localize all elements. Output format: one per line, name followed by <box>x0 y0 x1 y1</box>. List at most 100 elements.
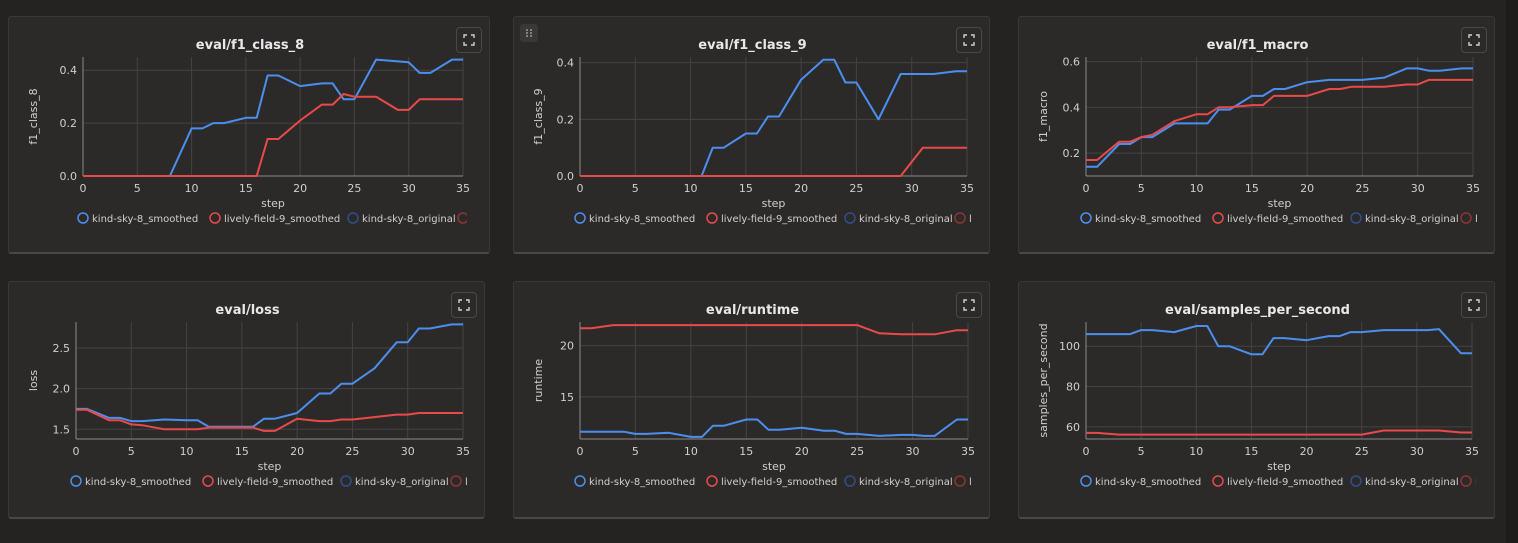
y-tick-label: 100 <box>1059 340 1080 353</box>
y-tick-label: 80 <box>1066 381 1080 394</box>
series-line-lively-field-9_smoothed[interactable] <box>1086 429 1472 436</box>
series-line-kind-sky-8_smoothed[interactable] <box>580 58 967 177</box>
legend-marker <box>1350 212 1362 224</box>
x-tick-label: 0 <box>577 182 584 195</box>
expand-icon[interactable] <box>451 292 477 318</box>
legend-item[interactable]: kind-sky-8_original <box>1350 212 1459 225</box>
x-tick-label: 15 <box>235 445 249 458</box>
x-tick-label: 30 <box>401 445 415 458</box>
x-tick-label: 20 <box>290 445 304 458</box>
legend-label: lively-field-9_original <box>969 214 989 225</box>
legend-label: kind-sky-8_original <box>859 477 953 488</box>
expand-icon[interactable] <box>1461 27 1487 53</box>
x-tick-label: 10 <box>180 445 194 458</box>
chart-title: eval/f1_class_9 <box>698 38 806 53</box>
y-tick-label: 0.4 <box>60 64 78 77</box>
series-original-line <box>83 58 463 177</box>
legend-item[interactable]: kind-sky-8_original <box>1350 475 1459 488</box>
x-tick-label: 25 <box>849 182 863 195</box>
legend-item[interactable]: kind-sky-8_original <box>844 475 953 488</box>
chart-panel-eval-f1-class-9: eval/f1_class_9 0 5 10 15 20 25 30 35 0.0 0.2 0.4 st… <box>513 16 990 254</box>
expand-icon[interactable] <box>456 27 482 53</box>
legend-marker <box>70 475 82 487</box>
legend-marker <box>1460 475 1472 487</box>
legend-marker <box>954 475 966 487</box>
series-line-kind-sky-8_smoothed[interactable] <box>580 418 968 438</box>
legend-marker <box>574 475 586 487</box>
legend-item[interactable]: lively-field-9_original <box>954 212 989 225</box>
series-line-lively-field-9_smoothed[interactable] <box>580 324 968 336</box>
legend-label: lively-field-9_smoothed <box>1227 214 1343 225</box>
chart-title: eval/loss <box>215 303 279 318</box>
legend-item[interactable]: lively-field-9_original <box>954 475 989 488</box>
x-axis-label: step <box>1268 197 1292 210</box>
series-line-lively-field-9_smoothed[interactable] <box>580 146 967 177</box>
y-tick-label: 2.5 <box>53 342 71 355</box>
expand-icon[interactable] <box>956 27 982 53</box>
y-tick-label: 60 <box>1066 421 1080 434</box>
legend: kind-sky-8_smoothed lively-field-9_smooth… <box>70 475 484 488</box>
legend-item[interactable]: lively-field-9_smoothed <box>706 475 837 488</box>
legend-item[interactable]: lively-field-9_smoothed <box>706 212 837 225</box>
legend-item[interactable]: kind-sky-8_original <box>347 212 456 225</box>
series-line-kind-sky-8_smoothed[interactable] <box>83 58 463 177</box>
legend-item[interactable]: lively-field-9_original <box>1460 212 1494 225</box>
x-tick-label: 10 <box>1190 182 1204 195</box>
page-scrollbar[interactable] <box>1506 0 1518 543</box>
legend-item[interactable]: lively-field-9_smoothed <box>209 212 340 225</box>
series-line-lively-field-9_smoothed[interactable] <box>76 408 463 432</box>
y-tick-label: 0.4 <box>1063 101 1081 114</box>
y-tick-label: 0.0 <box>557 170 575 183</box>
series-line-kind-sky-8_smoothed[interactable] <box>1086 325 1472 356</box>
legend-marker <box>1080 475 1092 487</box>
legend-marker <box>1350 475 1362 487</box>
legend-item[interactable]: kind-sky-8_smoothed <box>1080 475 1201 488</box>
chart-svg: eval/samples_per_second 0 5 10 15 20 25 30 35 60 8… <box>1037 303 1494 488</box>
legend-item[interactable]: kind-sky-8_smoothed <box>70 475 191 488</box>
x-tick-label: 25 <box>347 182 361 195</box>
x-tick-label: 20 <box>794 182 808 195</box>
legend-item[interactable]: lively-field-9_original <box>1460 475 1494 488</box>
x-tick-label: 15 <box>1244 445 1258 458</box>
y-tick-label: 0.6 <box>1063 56 1081 69</box>
y-tick-label: 0.0 <box>60 170 78 183</box>
x-tick-label: 30 <box>402 182 416 195</box>
legend-item[interactable]: lively-field-9_smoothed <box>1212 475 1343 488</box>
legend-item[interactable]: kind-sky-8_smoothed <box>77 212 198 225</box>
legend-marker <box>954 212 966 224</box>
legend-item[interactable]: kind-sky-8_original <box>340 475 449 488</box>
legend-label: lively-field-9_smoothed <box>224 214 340 225</box>
legend-item[interactable]: kind-sky-8_smoothed <box>1080 212 1201 225</box>
x-tick-label: 10 <box>1189 445 1203 458</box>
series-line-lively-field-9_smoothed[interactable] <box>1086 78 1473 161</box>
series-original-line <box>83 93 463 177</box>
legend-item[interactable]: kind-sky-8_smoothed <box>574 212 695 225</box>
x-axis-label: step <box>1267 460 1291 473</box>
expand-icon[interactable] <box>956 292 982 318</box>
legend-item[interactable]: lively-field-9_original <box>450 475 484 488</box>
y-axis-label: f1_class_9 <box>532 88 545 144</box>
series-line-kind-sky-8_smoothed[interactable] <box>76 323 463 428</box>
legend-item[interactable]: lively-field-9_smoothed <box>1212 212 1343 225</box>
chart-title: eval/runtime <box>706 303 799 318</box>
legend-label: kind-sky-8_smoothed <box>589 477 695 488</box>
chart-title: eval/f1_macro <box>1207 38 1309 53</box>
y-tick-label: 0.2 <box>60 117 78 130</box>
legend-label: lively-field-9_smoothed <box>1227 477 1343 488</box>
legend-item[interactable]: lively-field-9_smoothed <box>202 475 333 488</box>
expand-icon[interactable] <box>1461 292 1487 318</box>
x-tick-label: 5 <box>1138 445 1145 458</box>
legend-item[interactable]: lively-field-9_original <box>457 212 489 225</box>
series-line-kind-sky-8_smoothed[interactable] <box>1086 67 1473 168</box>
x-tick-label: 0 <box>1083 445 1090 458</box>
legend-label: kind-sky-8_smoothed <box>85 477 191 488</box>
x-tick-label: 35 <box>961 445 975 458</box>
legend-item[interactable]: kind-sky-8_smoothed <box>574 475 695 488</box>
legend-label: lively-field-9_smoothed <box>721 477 837 488</box>
drag-handle-icon[interactable] <box>520 24 538 42</box>
series-line-lively-field-9_smoothed[interactable] <box>83 93 463 177</box>
legend-item[interactable]: kind-sky-8_original <box>844 212 953 225</box>
x-tick-label: 20 <box>795 445 809 458</box>
legend: kind-sky-8_smoothed lively-field-9_smooth… <box>1080 212 1494 225</box>
chart-svg: eval/loss 0 5 10 15 20 25 30 35 1.5 2.0 2.5 step loss… <box>27 303 484 488</box>
